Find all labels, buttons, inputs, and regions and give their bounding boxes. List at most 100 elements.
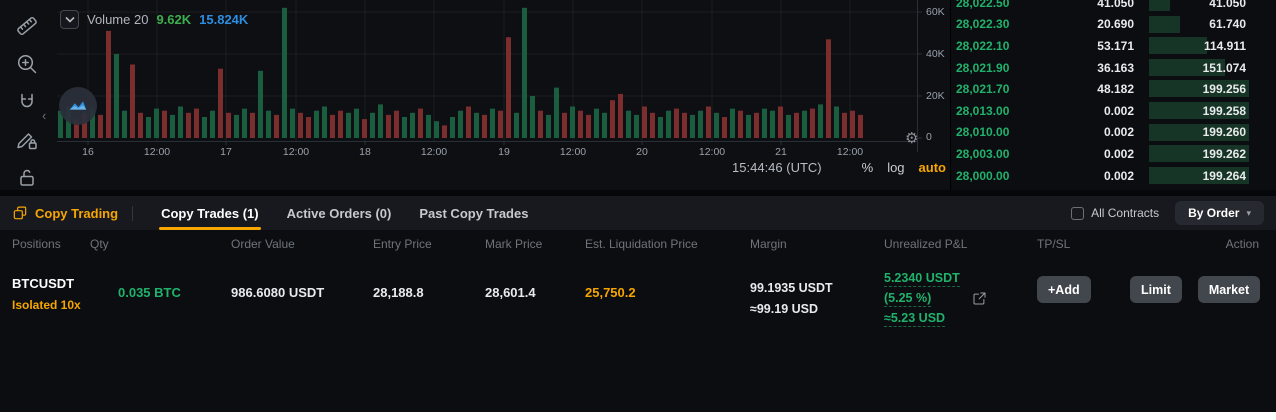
order-book-row[interactable]: 28,003.00 0.002 199.262 — [951, 143, 1276, 165]
positions-panel: Copy Trading Copy Trades (1) Active Orde… — [0, 190, 1276, 412]
bid-price: 28,022.30 — [956, 17, 1010, 32]
x-tick-label: 18 — [359, 146, 371, 158]
position-unrealized-pnl: 5.2340 USDT (5.25 %) ≈5.23 USD — [884, 270, 1037, 327]
x-tick-label: 12:00 — [836, 146, 864, 158]
bid-size: 0.002 — [1103, 103, 1134, 118]
column-header: Action — [1225, 237, 1259, 251]
x-tick-label: 12:00 — [143, 146, 171, 158]
bid-size: 48.182 — [1097, 82, 1134, 97]
position-actions: Limit Market — [1130, 276, 1265, 303]
depth-bar — [1149, 15, 1180, 33]
column-header: Positions — [12, 237, 61, 251]
log-scale-toggle[interactable]: log — [887, 160, 905, 175]
volume-ma-value: 15.824K — [199, 12, 249, 27]
bid-total: 199.256 — [1202, 82, 1246, 97]
order-book-row[interactable]: 28,022.30 20.690 61.740 — [951, 14, 1276, 36]
tab-active-orders[interactable]: Active Orders (0) — [273, 196, 406, 230]
x-tick-label: 12:00 — [559, 146, 587, 158]
close-limit-button[interactable]: Limit — [1130, 276, 1182, 303]
share-pnl-icon[interactable] — [972, 291, 987, 306]
bid-total: 199.260 — [1202, 125, 1246, 140]
order-book-row[interactable]: 28,010.00 0.002 199.260 — [951, 122, 1276, 144]
divider — [132, 205, 134, 221]
all-contracts-checkbox[interactable] — [1071, 206, 1085, 220]
x-tick-label: 12:00 — [282, 146, 310, 158]
depth-bar — [1149, 80, 1249, 98]
column-header: Unrealized P&L — [884, 237, 968, 251]
magnet-icon[interactable] — [14, 90, 40, 115]
order-book-row[interactable]: 28,013.00 0.002 199.258 — [951, 100, 1276, 122]
x-tick-label: 17 — [220, 146, 232, 158]
position-cell: BTCUSDT Isolated 10x — [12, 276, 90, 312]
volume-bars — [58, 7, 863, 139]
y-tick-label: 60K — [926, 6, 945, 18]
chart-clock: 15:44:46 (UTC) — [732, 160, 822, 175]
tab-copy-trades[interactable]: Copy Trades (1) — [147, 196, 273, 230]
drawing-lock-icon[interactable] — [14, 127, 40, 152]
percent-scale-toggle[interactable]: % — [861, 160, 874, 175]
chart-logo-icon — [59, 87, 97, 125]
position-qty: 0.035 BTC — [118, 285, 181, 300]
tab-past-copy-trades[interactable]: Past Copy Trades — [405, 196, 542, 230]
unlock-icon[interactable] — [14, 165, 40, 190]
bid-total: 151.074 — [1202, 60, 1246, 75]
auto-scale-toggle[interactable]: auto — [918, 160, 946, 175]
copy-trading-label: Copy Trading — [35, 205, 119, 221]
chart-status-bar: 15:44:46 (UTC) % log auto — [732, 160, 946, 175]
column-header: Mark Price — [485, 237, 543, 251]
depth-bar — [1149, 37, 1207, 55]
order-book-row[interactable]: 28,021.90 36.163 151.074 — [951, 57, 1276, 79]
margin-usd: ≈99.19 USD — [750, 302, 819, 316]
bid-price: 28,013.00 — [956, 103, 1010, 118]
pnl-usd: ≈5.23 USD — [884, 311, 946, 327]
by-order-label: By Order — [1188, 206, 1240, 220]
bid-total: 199.262 — [1202, 146, 1246, 161]
bid-price: 28,022.50 — [956, 0, 1010, 10]
y-tick-label: 20K — [926, 90, 945, 102]
collapse-panel-icon[interactable]: ‹ — [42, 108, 47, 123]
position-symbol: BTCUSDT — [12, 276, 75, 291]
position-margin: 99.1935 USDT ≈99.19 USD — [750, 276, 884, 320]
order-book-row[interactable]: 28,000.00 0.002 199.264 — [951, 165, 1276, 187]
bid-total: 199.264 — [1202, 168, 1246, 183]
ruler-icon[interactable] — [14, 14, 40, 39]
chart-settings-gear-icon[interactable]: ⚙ — [905, 130, 919, 147]
add-tpsl-button[interactable]: +Add — [1037, 276, 1091, 303]
zoom-in-icon[interactable] — [14, 52, 40, 77]
bid-size: 0.002 — [1103, 146, 1134, 161]
y-tick-label: 40K — [926, 48, 945, 60]
order-book-row[interactable]: 28,021.70 48.182 199.256 — [951, 78, 1276, 100]
by-order-dropdown[interactable]: By Order ▾ — [1175, 201, 1264, 225]
bid-size: 41.050 — [1097, 0, 1134, 10]
copy-trading-icon — [13, 206, 27, 220]
column-header: Qty — [90, 237, 109, 251]
column-header: Order Value — [231, 237, 295, 251]
column-header: Margin — [750, 237, 787, 251]
position-margin-mode: Isolated 10x — [12, 298, 81, 312]
tab-label: Copy Trades (1) — [161, 205, 259, 221]
bid-price: 28,022.10 — [956, 38, 1010, 53]
close-market-button[interactable]: Market — [1197, 276, 1261, 303]
top-area: Volume 20 9.62K 15.824K ‹ 16 12:00 17 12… — [0, 0, 1276, 190]
y-tick-label: 0 — [926, 131, 932, 143]
depth-bar — [1149, 123, 1249, 141]
column-header: Entry Price — [373, 237, 432, 251]
all-contracts-label: All Contracts — [1091, 206, 1160, 220]
order-book-row[interactable]: 28,022.50 41.050 41.050 — [951, 0, 1276, 14]
position-row: BTCUSDT Isolated 10x 0.035 BTC 986.6080 … — [0, 271, 1276, 327]
chart-axes — [57, 0, 922, 152]
column-header: TP/SL — [1037, 237, 1071, 251]
all-contracts-toggle[interactable]: All Contracts — [1071, 206, 1159, 220]
legend-chevron-down-icon[interactable] — [60, 10, 79, 29]
tabbar-controls: All Contracts By Order ▾ — [1071, 201, 1264, 225]
bid-size: 36.163 — [1097, 60, 1134, 75]
depth-bar — [1149, 0, 1170, 11]
positions-tabbar: Copy Trading Copy Trades (1) Active Orde… — [0, 196, 1276, 230]
order-book-row[interactable]: 28,022.10 53.171 114.911 — [951, 35, 1276, 57]
copy-trading-link[interactable]: Copy Trading — [12, 205, 118, 221]
x-tick-label: 16 — [82, 146, 94, 158]
bid-size: 0.002 — [1103, 125, 1134, 140]
bid-total: 41.050 — [1209, 0, 1246, 10]
pnl-values[interactable]: 5.2340 USDT (5.25 %) ≈5.23 USD — [884, 270, 960, 327]
